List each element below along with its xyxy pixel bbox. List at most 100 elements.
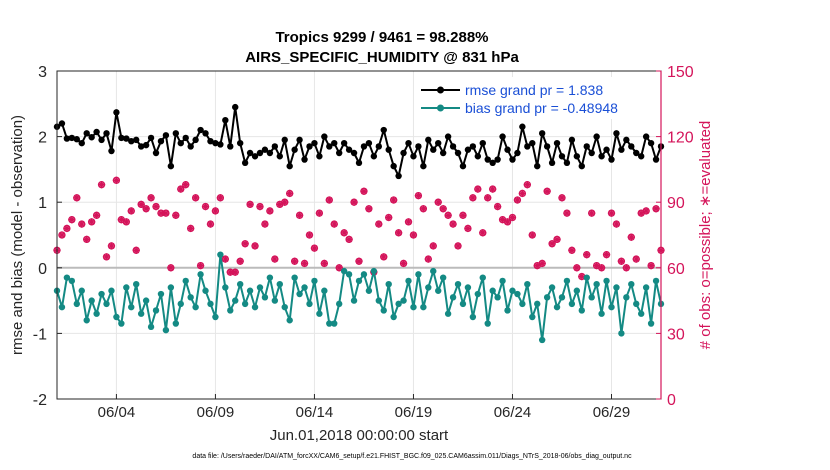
bias-point [370, 267, 378, 275]
obs-evaluated-marker [152, 202, 160, 211]
rmse-point [534, 162, 541, 170]
bias-point [172, 320, 180, 327]
obs-evaluated-marker [419, 205, 427, 213]
rmse-point [236, 139, 244, 147]
rmse-point [152, 149, 160, 157]
bias-point [93, 310, 100, 317]
rmse-point [435, 139, 442, 147]
bias-point [459, 300, 467, 308]
bias-point [538, 336, 546, 344]
rmse-point [420, 162, 427, 170]
bias-point [128, 303, 135, 311]
obs-evaluated-marker [588, 209, 596, 217]
obs-evaluated-marker [597, 264, 606, 272]
obs-evaluated-marker [330, 220, 338, 228]
bias-point [484, 320, 491, 327]
rmse-point [251, 153, 259, 160]
bias-point [479, 274, 486, 281]
obs-evaluated-marker [558, 194, 566, 202]
rmse-point [410, 153, 417, 160]
y-axis-right-label: # of obs: o=possible; ∗=evaluated [697, 121, 714, 350]
obs-evaluated-marker [315, 209, 323, 217]
obs-evaluated-marker [583, 251, 591, 259]
bias-point [142, 297, 150, 304]
rmse-point [628, 143, 635, 150]
obs-evaluated-marker [162, 209, 170, 217]
obs-evaluated-marker [132, 246, 140, 254]
obs-evaluated-marker [409, 231, 418, 239]
bias-point [598, 310, 605, 317]
rmse-point [162, 132, 170, 139]
obs-evaluated-marker [340, 229, 348, 237]
obs-evaluated-marker [390, 196, 398, 204]
rmse-point [479, 139, 486, 147]
bias-point [335, 300, 343, 308]
rmse-point [514, 149, 521, 157]
bias-point [113, 313, 120, 321]
bias-point [118, 320, 125, 327]
obs-evaluated-marker [122, 218, 130, 226]
rmse-point [123, 135, 130, 142]
rmse-point [563, 159, 571, 167]
obs-evaluated-marker [513, 196, 522, 204]
rmse-point [345, 146, 353, 153]
x-axis-label: Jun.01,2018 00:00:00 start [270, 427, 449, 444]
rmse-point [276, 153, 283, 160]
bias-point [583, 274, 590, 281]
obs-evaluated-marker [271, 255, 279, 263]
obs-evaluated-marker [454, 242, 462, 250]
left-tick-label: 1 [38, 195, 47, 212]
bias-point [133, 281, 140, 288]
rmse-point [395, 172, 402, 180]
rmse-point [637, 153, 645, 160]
bias-point [637, 310, 645, 317]
rmse-point [108, 147, 115, 155]
legend-bias-marker [437, 104, 444, 112]
bias-point [232, 297, 239, 304]
rmse-point [88, 134, 95, 141]
rmse-point [197, 126, 204, 134]
bias-point [246, 287, 254, 294]
bias-point [504, 307, 511, 314]
obs-evaluated-marker [627, 233, 635, 241]
bias-point [603, 277, 610, 285]
obs-evaluated-marker [177, 185, 185, 193]
rmse-point [316, 153, 323, 160]
rmse-point [459, 162, 467, 170]
bias-point [311, 277, 318, 285]
bias-point [197, 271, 204, 278]
obs-evaluated-marker [211, 207, 220, 215]
rmse-point [543, 143, 551, 150]
bias-point [469, 313, 477, 321]
rmse-point [98, 136, 105, 144]
obs-evaluated-marker [88, 218, 96, 226]
bias-point [430, 267, 437, 275]
bias-point [499, 277, 506, 285]
bias-point [514, 290, 521, 298]
rmse-point [469, 143, 477, 150]
bias-point [449, 294, 457, 301]
obs-evaluated-marker [172, 211, 180, 219]
legend-box [419, 77, 657, 119]
rmse-point [217, 141, 224, 148]
bias-point [217, 251, 224, 258]
rmse-point [63, 135, 71, 142]
bias-point [152, 307, 160, 314]
chart-title: Tropics 9299 / 9461 = 98.288% [275, 29, 488, 46]
obs-evaluated-marker [216, 194, 224, 202]
bias-point [227, 307, 234, 314]
obs-evaluated-marker [612, 220, 621, 228]
bias-point [454, 281, 462, 288]
rmse-point [296, 136, 303, 144]
bias-point [281, 303, 288, 311]
obs-evaluated-marker [345, 235, 353, 243]
bias-point [558, 294, 566, 301]
obs-evaluated-marker [414, 192, 423, 200]
bias-point [306, 300, 313, 308]
obs-evaluated-marker [78, 220, 86, 228]
obs-evaluated-marker [83, 235, 91, 243]
obs-evaluated-marker [494, 202, 502, 211]
obs-evaluated-marker [221, 255, 229, 263]
bias-point [405, 277, 412, 285]
rmse-point [618, 146, 625, 153]
